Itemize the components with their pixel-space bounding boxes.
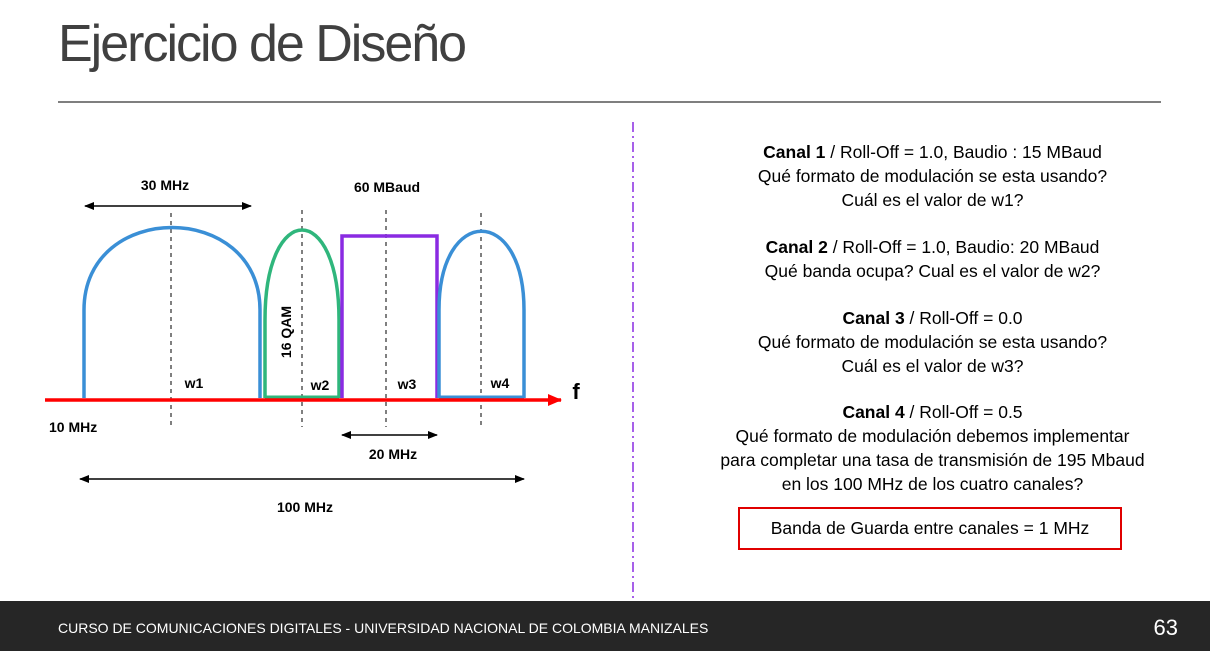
canal-2-block: Canal 2 / Roll-Off = 1.0, Baudio: 20 MBa… (680, 235, 1185, 283)
canal-1-header: Canal 1 / Roll-Off = 1.0, Baudio : 15 MB… (680, 140, 1185, 164)
canal-2-name: Canal 2 (765, 237, 828, 257)
canal-2-question-1: Qué banda ocupa? Cual es el valor de w2? (764, 261, 1101, 281)
channel-4-spectrum (437, 229, 526, 398)
canal-3-question-1: Qué formato de modulación se esta usando… (757, 332, 1108, 352)
guard-band-text: Banda de Guarda entre canales = 1 MHz (770, 518, 1090, 538)
modulation-label: 16 QAM (278, 306, 294, 358)
canal-3-params: / Roll-Off = 0.0 (904, 308, 1023, 328)
canal-3-header: Canal 3 / Roll-Off = 0.0 (680, 306, 1185, 330)
w1-label: w1 (184, 375, 204, 391)
canal-3-block: Canal 3 / Roll-Off = 0.0 Qué formato de … (680, 306, 1185, 378)
canal-4-name: Canal 4 (842, 402, 905, 422)
canal-4-question-2: para completar una tasa de transmisión d… (720, 450, 1145, 470)
w3-label: w3 (397, 376, 417, 392)
canal-3-name: Canal 3 (842, 308, 905, 328)
footer-course-text: CURSO DE COMUNICACIONES DIGITALES - UNIV… (58, 620, 709, 636)
channel-1-spectrum (82, 225, 262, 398)
canal-4-question-1: Qué formato de modulación debemos implem… (735, 426, 1130, 446)
channel-3-spectrum (340, 234, 439, 398)
canal-4-block: Canal 4 / Roll-Off = 0.5 Qué formato de … (680, 400, 1185, 496)
baud-label: 60 MBaud (354, 179, 420, 195)
slide-footer: CURSO DE COMUNICACIONES DIGITALES - UNIV… (0, 601, 1210, 651)
canal-1-block: Canal 1 / Roll-Off = 1.0, Baudio : 15 MB… (680, 140, 1185, 212)
total-width-label: 100 MHz (277, 499, 333, 515)
w2-label: w2 (310, 377, 330, 393)
canal-3-question-2: Cuál es el valor de w3? (841, 356, 1024, 376)
page-number: 63 (1153, 615, 1178, 640)
slide-title: Ejercicio de Diseño (58, 15, 467, 73)
frequency-axis-label: f (572, 379, 580, 404)
spectrum-diagram: 30 MHz 60 MBaud 16 QAM w1 w2 w3 w4 f 10 … (45, 122, 634, 598)
canal-4-question-3: en los 100 MHz de los cuatro canales? (781, 474, 1084, 494)
canal-4-params: / Roll-Off = 0.5 (904, 402, 1023, 422)
title-divider (58, 101, 1161, 103)
channel-3-width-label: 20 MHz (369, 446, 417, 462)
canal-1-question-1: Qué formato de modulación se esta usando… (757, 166, 1108, 186)
canal-2-header: Canal 2 / Roll-Off = 1.0, Baudio: 20 MBa… (680, 235, 1185, 259)
canal-4-header: Canal 4 / Roll-Off = 0.5 (680, 400, 1185, 424)
guard-band-box: Banda de Guarda entre canales = 1 MHz (738, 507, 1122, 550)
canal-1-question-2: Cuál es el valor de w1? (841, 190, 1024, 210)
canal-1-name: Canal 1 (763, 142, 826, 162)
start-frequency-label: 10 MHz (49, 419, 97, 435)
canal-1-params: / Roll-Off = 1.0, Baudio : 15 MBaud (825, 142, 1102, 162)
w4-label: w4 (490, 375, 510, 391)
channel-2-spectrum (263, 228, 341, 398)
canal-2-params: / Roll-Off = 1.0, Baudio: 20 MBaud (827, 237, 1100, 257)
channel-1-width-label: 30 MHz (141, 177, 189, 193)
